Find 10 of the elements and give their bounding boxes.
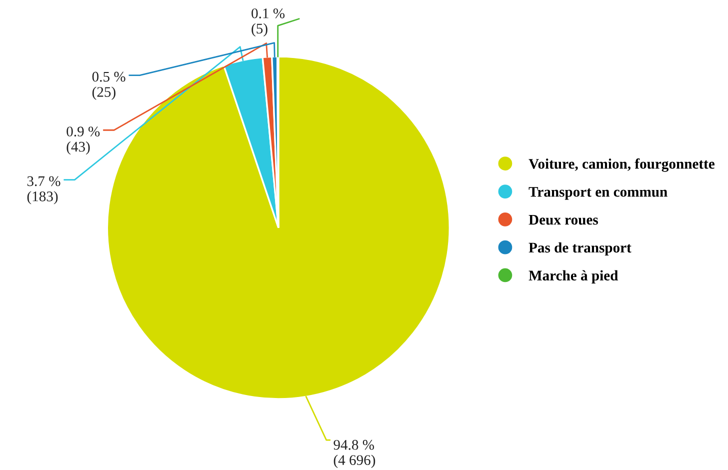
data-label: 0.9 % (43)	[66, 126, 100, 155]
legend-label: Pas de transport	[528, 242, 632, 256]
legend-label: Marche à pied	[528, 270, 618, 284]
legend-label: Voiture, camion, fourgonnette	[528, 158, 714, 172]
data-label: 94.8 % (4 696)	[334, 440, 376, 468]
legend-label: Transport en commun	[528, 187, 668, 200]
data-label: 0.5 % (25)	[92, 72, 126, 100]
data-label: 3.7 % (183)	[27, 176, 60, 204]
legend-label: Deux roues	[528, 214, 598, 225]
data-label: 0.1 % (5)	[252, 8, 285, 36]
